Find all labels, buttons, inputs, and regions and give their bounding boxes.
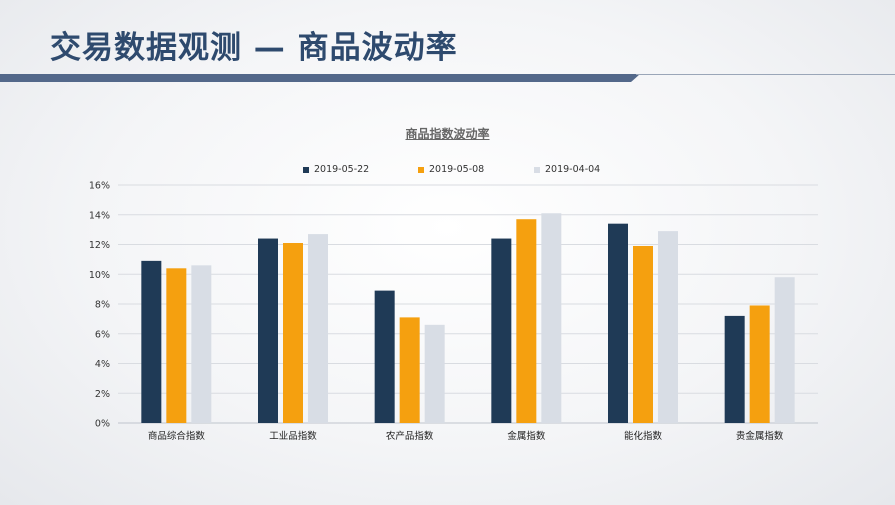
bar-2-6	[749, 305, 770, 423]
gridlines	[118, 184, 818, 424]
legend-label-series-3: 2019-04-04	[545, 164, 601, 175]
bar-1-1	[141, 260, 162, 423]
legend-swatch-series-1	[303, 166, 309, 173]
bar-3-6	[774, 277, 795, 423]
bar-3-1	[191, 265, 212, 423]
bar-3-3	[424, 324, 445, 423]
y-tick-label: 12%	[89, 240, 110, 251]
y-tick-label: 14%	[89, 210, 110, 221]
y-tick-label: 2%	[95, 389, 110, 400]
legend-swatch-series-3	[534, 166, 540, 173]
x-axis-labels: 商品综合指数 工业品指数 农产品指数 金属指数 能化指数 贵金属指数	[148, 430, 784, 442]
title-underline	[0, 74, 640, 82]
bar-2-3	[399, 317, 420, 423]
bar-2-5	[633, 245, 653, 423]
bar-2-4	[516, 219, 537, 423]
y-tick-label: 0%	[95, 419, 110, 430]
x-category-label: 贵金属指数	[736, 430, 784, 442]
legend-label-series-2: 2019-05-08	[429, 164, 485, 175]
page-title: 交易数据观测 — 商品波动率	[50, 30, 458, 66]
bar-3-4	[541, 213, 562, 423]
bar-1-6	[724, 315, 745, 423]
y-tick-label: 4%	[95, 359, 110, 370]
legend-swatch-series-2	[418, 166, 424, 173]
y-tick-label: 16%	[89, 181, 110, 192]
chart-legend: 2019-05-22 2019-05-08 2019-04-04	[0, 164, 895, 178]
legend-item-series-3: 2019-04-04	[534, 164, 600, 175]
x-category-label: 金属指数	[507, 430, 546, 442]
bar-1-5	[608, 223, 628, 423]
bar-3-5	[658, 231, 678, 423]
bar-2-1	[166, 268, 187, 423]
bar-1-2	[258, 238, 278, 423]
x-category-label: 工业品指数	[269, 430, 317, 442]
bars	[141, 213, 795, 423]
legend-item-series-1: 2019-05-22	[303, 164, 369, 175]
x-category-label: 商品综合指数	[148, 430, 206, 442]
x-category-label: 农产品指数	[386, 430, 434, 442]
bar-3-2	[308, 234, 328, 423]
legend-item-series-2: 2019-05-08	[418, 164, 484, 175]
title-bar: 交易数据观测 — 商品波动率	[0, 0, 895, 88]
chart-title: 商品指数波动率	[405, 127, 490, 141]
bar-2-2	[283, 243, 303, 423]
x-category-label: 能化指数	[624, 430, 663, 442]
bar-1-3	[374, 290, 395, 423]
y-tick-label: 8%	[95, 300, 110, 311]
legend-label-series-1: 2019-05-22	[314, 164, 370, 175]
y-tick-label: 10%	[89, 270, 110, 281]
y-axis-ticks: 0% 2% 4% 6% 8% 10% 12% 14% 16%	[89, 181, 110, 430]
title-underline-thin	[636, 74, 895, 75]
bar-1-4	[491, 238, 512, 423]
y-tick-label: 6%	[95, 329, 110, 340]
